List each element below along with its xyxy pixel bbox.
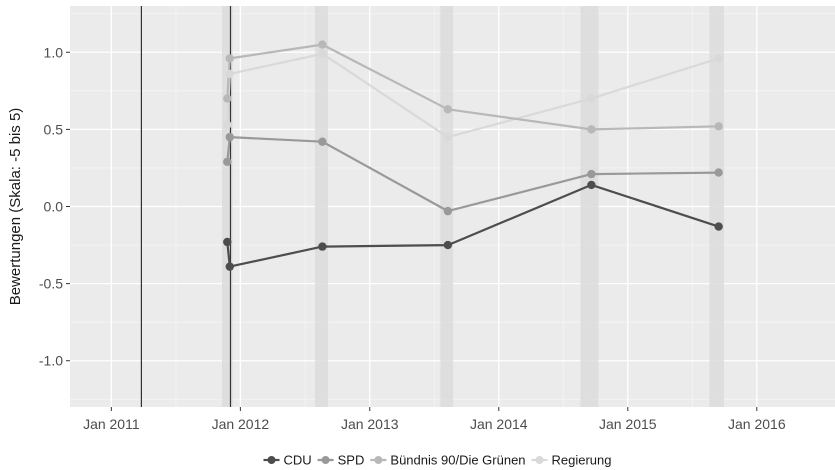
data-point-cdu: [443, 240, 453, 250]
shaded-band: [709, 6, 724, 407]
data-point-spd: [714, 168, 723, 177]
x-tick-label: Jan 2014: [470, 416, 528, 432]
data-point-cdu: [223, 237, 232, 247]
shaded-band: [314, 6, 329, 407]
legend-item: Bündnis 90/Die Grünen: [370, 453, 526, 468]
data-point-cdu: [587, 180, 596, 190]
y-axis-ticks: 1.0 0.5 0.0 -0.5 -1.0: [39, 44, 70, 369]
series-points: [223, 40, 723, 271]
shaded-bands: [221, 6, 724, 407]
legend-label: Bündnis 90/Die Grünen: [390, 453, 525, 468]
y-tick-label: 1.0: [44, 44, 64, 60]
legend-label: Regierung: [552, 453, 612, 468]
shaded-band: [580, 6, 599, 407]
data-point-cdu: [714, 222, 723, 231]
legend-label: CDU: [284, 453, 312, 468]
data-point-spd: [587, 169, 596, 179]
data-point-spd: [318, 137, 327, 146]
legend-item: CDU: [263, 453, 312, 468]
x-tick-label: Jan 2015: [599, 416, 657, 432]
y-tick-label: 0.0: [44, 199, 64, 215]
data-point-regierung: [225, 69, 234, 79]
x-axis-ticks: Jan 2011 Jan 2012 Jan 2013 Jan 2014 Jan 2015…: [83, 407, 786, 432]
x-tick-label: Jan 2016: [728, 416, 786, 432]
y-tick-label: -0.5: [39, 276, 63, 292]
data-point-regierung: [223, 120, 232, 129]
legend-label: SPD: [338, 453, 365, 468]
legend-item: SPD: [317, 453, 365, 468]
data-point-b-ndnis-90-die-gr-nen: [318, 40, 327, 49]
data-point-cdu: [318, 242, 327, 251]
shaded-band: [221, 6, 233, 407]
y-tick-label: -1.0: [39, 353, 63, 369]
x-tick-label: Jan 2012: [212, 416, 270, 432]
y-tick-label: 0.5: [44, 121, 64, 137]
legend-key-point: [267, 456, 276, 464]
legend-key-point: [535, 456, 544, 464]
data-point-cdu: [225, 262, 234, 271]
x-tick-label: Jan 2011: [83, 416, 140, 432]
data-point-b-ndnis-90-die-gr-nen: [587, 125, 596, 134]
data-point-spd: [225, 132, 234, 142]
y-axis-title: Bewertungen (Skala: -5 bis 5): [7, 108, 24, 306]
legend-item: Regierung: [531, 453, 612, 468]
shaded-band: [440, 6, 454, 407]
data-point-regierung: [318, 49, 327, 59]
legend-key-point: [374, 456, 383, 464]
data-point-spd: [443, 206, 453, 216]
data-point-spd: [223, 157, 232, 166]
legend-key-point: [321, 456, 330, 464]
data-point-regierung: [443, 132, 453, 142]
data-point-regierung: [587, 94, 596, 103]
data-point-b-ndnis-90-die-gr-nen: [443, 105, 453, 114]
data-point-regierung: [714, 54, 723, 63]
data-point-b-ndnis-90-die-gr-nen: [225, 54, 234, 63]
data-point-b-ndnis-90-die-gr-nen: [714, 122, 723, 131]
series-line-b-ndnis-90-die-gr-nen: [226, 43, 719, 131]
data-point-b-ndnis-90-die-gr-nen: [223, 94, 232, 103]
x-tick-label: Jan 2013: [341, 416, 399, 432]
legend: CDU SPD Bündnis 90/Die Grünen Regierung: [263, 453, 612, 468]
